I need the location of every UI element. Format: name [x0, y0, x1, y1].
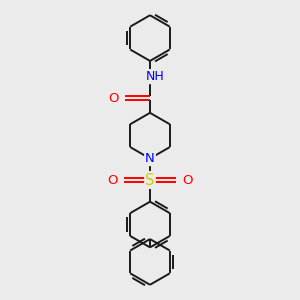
Text: N: N	[145, 152, 155, 165]
Text: O: O	[107, 174, 118, 187]
Text: S: S	[145, 172, 155, 188]
Text: O: O	[108, 92, 119, 105]
Text: O: O	[182, 174, 193, 187]
Text: NH: NH	[146, 70, 164, 83]
